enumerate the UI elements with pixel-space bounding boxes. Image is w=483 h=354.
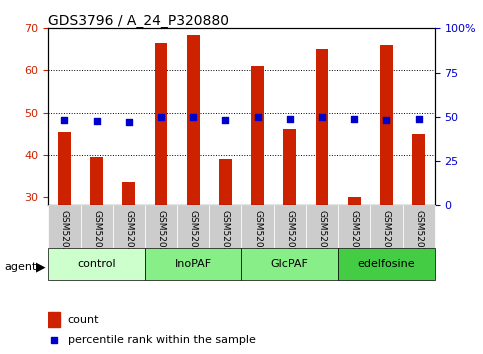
Text: edelfosine: edelfosine	[357, 259, 415, 269]
FancyBboxPatch shape	[209, 205, 242, 248]
Text: GSM520265: GSM520265	[317, 210, 327, 264]
FancyBboxPatch shape	[402, 205, 435, 248]
Point	[254, 114, 261, 120]
Text: GSM520261: GSM520261	[189, 210, 198, 264]
FancyBboxPatch shape	[274, 205, 306, 248]
Bar	[90, 157, 103, 323]
Bar	[348, 197, 361, 323]
FancyBboxPatch shape	[48, 248, 145, 280]
Text: count: count	[68, 315, 99, 325]
FancyBboxPatch shape	[48, 205, 81, 248]
FancyBboxPatch shape	[338, 205, 370, 248]
Text: GSM520263: GSM520263	[253, 210, 262, 264]
Bar	[58, 132, 71, 323]
Point	[350, 116, 358, 121]
Text: ▶: ▶	[36, 261, 46, 274]
Point	[60, 118, 68, 123]
Text: GDS3796 / A_24_P320880: GDS3796 / A_24_P320880	[48, 14, 229, 28]
FancyBboxPatch shape	[113, 205, 145, 248]
Text: GSM520264: GSM520264	[285, 210, 294, 264]
Text: GSM520267: GSM520267	[382, 210, 391, 264]
Point	[318, 114, 326, 120]
Point	[286, 117, 294, 122]
Text: GSM520260: GSM520260	[156, 210, 166, 264]
Bar	[155, 43, 168, 323]
Bar	[48, 312, 60, 327]
Text: control: control	[77, 259, 116, 269]
Point	[93, 118, 100, 124]
FancyBboxPatch shape	[81, 205, 113, 248]
FancyBboxPatch shape	[338, 248, 435, 280]
Text: GlcPAF: GlcPAF	[271, 259, 309, 269]
Bar	[187, 35, 199, 323]
FancyBboxPatch shape	[242, 248, 338, 280]
Text: agent: agent	[5, 262, 37, 272]
Point	[222, 118, 229, 123]
Text: percentile rank within the sample: percentile rank within the sample	[68, 335, 256, 345]
FancyBboxPatch shape	[177, 205, 209, 248]
Text: GSM520259: GSM520259	[124, 210, 133, 264]
FancyBboxPatch shape	[306, 205, 338, 248]
Bar	[219, 159, 232, 323]
Bar	[412, 134, 425, 323]
Bar	[380, 45, 393, 323]
Text: InoPAF: InoPAF	[175, 259, 212, 269]
Point	[157, 114, 165, 120]
Text: GSM520257: GSM520257	[60, 210, 69, 264]
Bar	[284, 130, 296, 323]
Bar	[251, 66, 264, 323]
Bar	[122, 182, 135, 323]
Point	[383, 118, 390, 123]
Point	[415, 117, 423, 122]
Point	[189, 114, 197, 120]
FancyBboxPatch shape	[145, 248, 242, 280]
FancyBboxPatch shape	[145, 205, 177, 248]
FancyBboxPatch shape	[370, 205, 402, 248]
Text: GSM520266: GSM520266	[350, 210, 359, 264]
Text: GSM520258: GSM520258	[92, 210, 101, 264]
Text: GSM520268: GSM520268	[414, 210, 423, 264]
Point	[290, 230, 298, 235]
FancyBboxPatch shape	[242, 205, 274, 248]
Point	[125, 119, 133, 125]
Text: GSM520262: GSM520262	[221, 210, 230, 264]
Bar	[315, 50, 328, 323]
